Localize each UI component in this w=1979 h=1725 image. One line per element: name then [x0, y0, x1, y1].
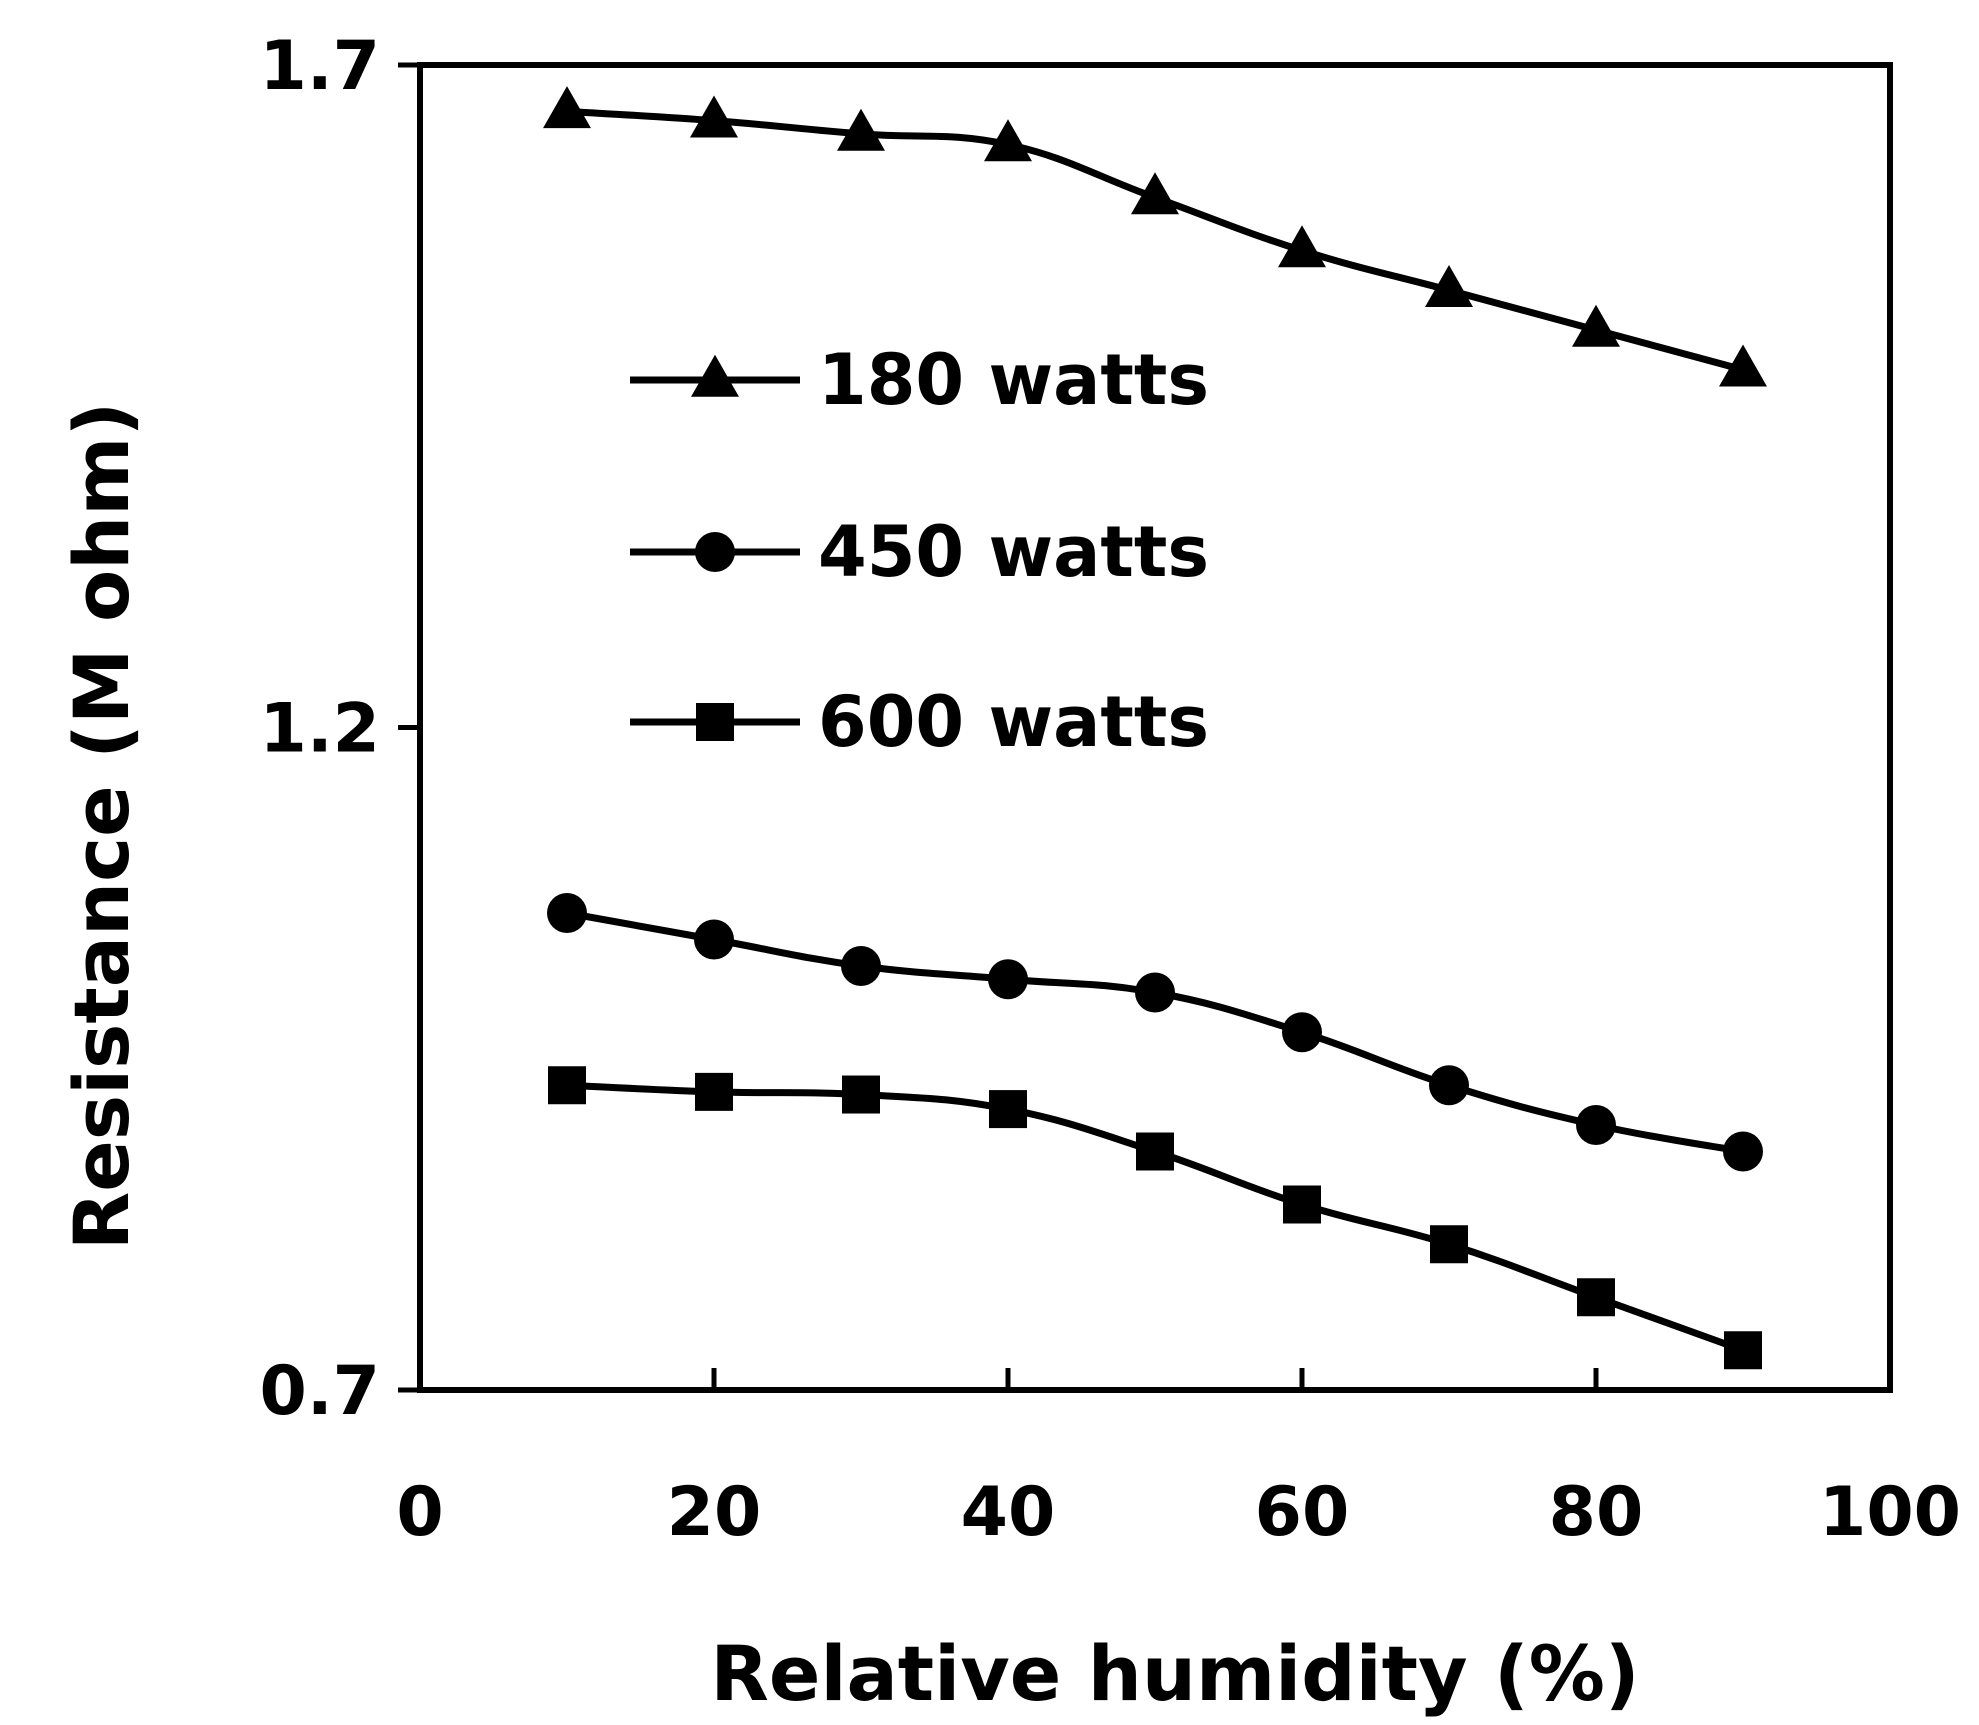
series-450-watts	[547, 893, 1763, 1172]
data-point-180-watts	[1425, 265, 1473, 308]
data-point-450-watts	[841, 946, 881, 986]
series-line-450-watts	[566, 909, 1744, 1155]
x-tick-label: 60	[1255, 1473, 1350, 1552]
data-point-180-watts	[837, 108, 885, 151]
y-axis-title: Resistance (M ohm)	[57, 402, 146, 1250]
x-tick-label: 0	[396, 1473, 443, 1552]
data-point-600-watts	[1136, 1132, 1174, 1171]
series-line-600-watts	[566, 1081, 1745, 1354]
data-point-180-watts	[984, 119, 1032, 162]
x-tick-label: 40	[961, 1473, 1056, 1552]
legend-item-450-watts: 450 watts	[630, 511, 1209, 593]
legend-label: 180 watts	[818, 339, 1209, 421]
data-point-600-watts	[1724, 1331, 1762, 1370]
data-point-600-watts	[1283, 1185, 1321, 1224]
x-axis-title: Relative humidity (%)	[710, 1629, 1639, 1718]
data-point-450-watts	[1135, 972, 1175, 1013]
data-point-600-watts	[1577, 1278, 1615, 1317]
data-point-600-watts	[989, 1090, 1027, 1129]
data-point-600-watts	[548, 1066, 586, 1105]
data-point-450-watts	[694, 919, 734, 960]
x-tick-label: 80	[1549, 1473, 1644, 1552]
legend-label: 600 watts	[818, 681, 1209, 763]
x-tick-label: 100	[1819, 1473, 1961, 1552]
series-600-watts	[548, 1066, 1762, 1370]
data-point-600-watts	[695, 1072, 733, 1111]
data-point-450-watts	[1282, 1012, 1322, 1053]
legend-marker	[695, 532, 735, 572]
series-180-watts	[543, 86, 1767, 387]
legend-marker	[696, 703, 734, 741]
data-point-450-watts	[1723, 1131, 1763, 1172]
x-tick-label: 20	[667, 1473, 762, 1552]
data-point-180-watts	[1572, 304, 1620, 347]
y-tick-label: 0.7	[260, 1352, 380, 1431]
data-point-450-watts	[988, 959, 1028, 1000]
data-point-600-watts	[1430, 1225, 1468, 1264]
data-point-180-watts	[1131, 172, 1179, 215]
series-layer	[543, 86, 1767, 1370]
data-point-180-watts	[1278, 225, 1326, 268]
legend-label: 450 watts	[818, 511, 1209, 593]
legend: 180 watts 450 watts 600 watts	[630, 339, 1209, 763]
legend-item-180-watts: 180 watts	[630, 339, 1209, 421]
data-point-180-watts	[690, 95, 738, 138]
ticks-layer: 0 20 40 60 80 100 0.7 1.2 1.7	[260, 27, 1961, 1552]
y-tick-label: 1.2	[260, 690, 380, 769]
legend-marker	[691, 354, 739, 397]
data-point-450-watts	[547, 893, 587, 933]
data-point-180-watts	[1719, 344, 1767, 387]
data-point-180-watts	[543, 86, 591, 129]
data-point-450-watts	[1576, 1105, 1616, 1145]
data-point-600-watts	[842, 1075, 880, 1114]
y-tick-label: 1.7	[260, 27, 380, 106]
data-point-450-watts	[1429, 1065, 1469, 1106]
legend-item-600-watts: 600 watts	[630, 681, 1209, 763]
series-line-180-watts	[566, 107, 1744, 374]
